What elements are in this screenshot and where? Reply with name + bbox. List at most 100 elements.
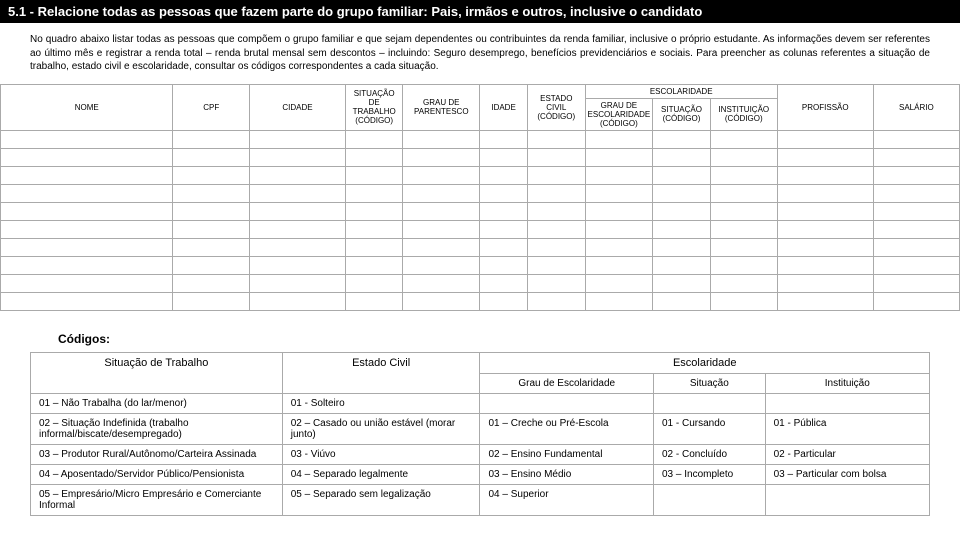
table-cell[interactable]	[173, 274, 250, 292]
table-cell[interactable]	[480, 130, 528, 148]
table-cell[interactable]	[173, 148, 250, 166]
table-cell[interactable]	[345, 292, 403, 310]
table-cell[interactable]	[585, 166, 653, 184]
table-cell[interactable]	[1, 292, 173, 310]
table-cell[interactable]	[345, 274, 403, 292]
table-cell[interactable]	[528, 184, 586, 202]
table-cell[interactable]	[403, 184, 480, 202]
table-cell[interactable]	[480, 220, 528, 238]
table-cell[interactable]	[873, 274, 959, 292]
table-cell[interactable]	[873, 130, 959, 148]
table-cell[interactable]	[873, 202, 959, 220]
table-cell[interactable]	[710, 292, 777, 310]
table-cell[interactable]	[173, 292, 250, 310]
table-cell[interactable]	[528, 130, 586, 148]
table-cell[interactable]	[653, 220, 711, 238]
table-cell[interactable]	[250, 274, 346, 292]
table-cell[interactable]	[777, 166, 873, 184]
table-cell[interactable]	[480, 256, 528, 274]
table-cell[interactable]	[1, 220, 173, 238]
table-cell[interactable]	[1, 256, 173, 274]
table-cell[interactable]	[653, 256, 711, 274]
table-cell[interactable]	[250, 148, 346, 166]
table-cell[interactable]	[873, 292, 959, 310]
table-cell[interactable]	[528, 166, 586, 184]
table-cell[interactable]	[345, 166, 403, 184]
table-cell[interactable]	[1, 148, 173, 166]
table-cell[interactable]	[528, 292, 586, 310]
table-cell[interactable]	[528, 148, 586, 166]
table-cell[interactable]	[403, 220, 480, 238]
table-cell[interactable]	[873, 148, 959, 166]
table-cell[interactable]	[710, 166, 777, 184]
table-cell[interactable]	[777, 202, 873, 220]
table-cell[interactable]	[653, 274, 711, 292]
table-cell[interactable]	[1, 166, 173, 184]
table-cell[interactable]	[873, 238, 959, 256]
table-cell[interactable]	[480, 148, 528, 166]
table-cell[interactable]	[585, 202, 653, 220]
table-cell[interactable]	[173, 202, 250, 220]
table-cell[interactable]	[528, 274, 586, 292]
table-cell[interactable]	[480, 166, 528, 184]
table-cell[interactable]	[403, 130, 480, 148]
table-cell[interactable]	[585, 220, 653, 238]
table-cell[interactable]	[345, 220, 403, 238]
table-cell[interactable]	[528, 256, 586, 274]
table-cell[interactable]	[403, 202, 480, 220]
table-cell[interactable]	[585, 274, 653, 292]
table-cell[interactable]	[653, 166, 711, 184]
table-cell[interactable]	[710, 130, 777, 148]
table-cell[interactable]	[710, 184, 777, 202]
table-cell[interactable]	[528, 202, 586, 220]
table-cell[interactable]	[403, 256, 480, 274]
table-cell[interactable]	[1, 202, 173, 220]
table-cell[interactable]	[710, 238, 777, 256]
table-cell[interactable]	[250, 238, 346, 256]
table-cell[interactable]	[528, 238, 586, 256]
table-cell[interactable]	[173, 256, 250, 274]
table-cell[interactable]	[403, 166, 480, 184]
table-cell[interactable]	[777, 292, 873, 310]
table-cell[interactable]	[173, 220, 250, 238]
table-cell[interactable]	[480, 274, 528, 292]
table-cell[interactable]	[1, 238, 173, 256]
table-cell[interactable]	[173, 130, 250, 148]
table-cell[interactable]	[480, 292, 528, 310]
table-cell[interactable]	[585, 148, 653, 166]
table-cell[interactable]	[250, 130, 346, 148]
table-cell[interactable]	[585, 256, 653, 274]
table-cell[interactable]	[250, 256, 346, 274]
table-cell[interactable]	[528, 220, 586, 238]
table-cell[interactable]	[250, 184, 346, 202]
table-cell[interactable]	[710, 256, 777, 274]
table-cell[interactable]	[777, 220, 873, 238]
table-cell[interactable]	[777, 148, 873, 166]
table-cell[interactable]	[345, 184, 403, 202]
table-cell[interactable]	[873, 220, 959, 238]
table-cell[interactable]	[710, 202, 777, 220]
table-cell[interactable]	[710, 148, 777, 166]
table-cell[interactable]	[173, 238, 250, 256]
table-cell[interactable]	[173, 166, 250, 184]
table-cell[interactable]	[710, 274, 777, 292]
table-cell[interactable]	[653, 148, 711, 166]
table-cell[interactable]	[585, 130, 653, 148]
table-cell[interactable]	[653, 238, 711, 256]
table-cell[interactable]	[777, 184, 873, 202]
table-cell[interactable]	[480, 184, 528, 202]
table-cell[interactable]	[173, 184, 250, 202]
table-cell[interactable]	[1, 130, 173, 148]
table-cell[interactable]	[403, 148, 480, 166]
table-cell[interactable]	[345, 148, 403, 166]
table-cell[interactable]	[250, 202, 346, 220]
table-cell[interactable]	[403, 292, 480, 310]
table-cell[interactable]	[480, 202, 528, 220]
table-cell[interactable]	[345, 202, 403, 220]
table-cell[interactable]	[345, 130, 403, 148]
table-cell[interactable]	[653, 202, 711, 220]
table-cell[interactable]	[345, 238, 403, 256]
table-cell[interactable]	[777, 238, 873, 256]
table-cell[interactable]	[345, 256, 403, 274]
table-cell[interactable]	[777, 256, 873, 274]
